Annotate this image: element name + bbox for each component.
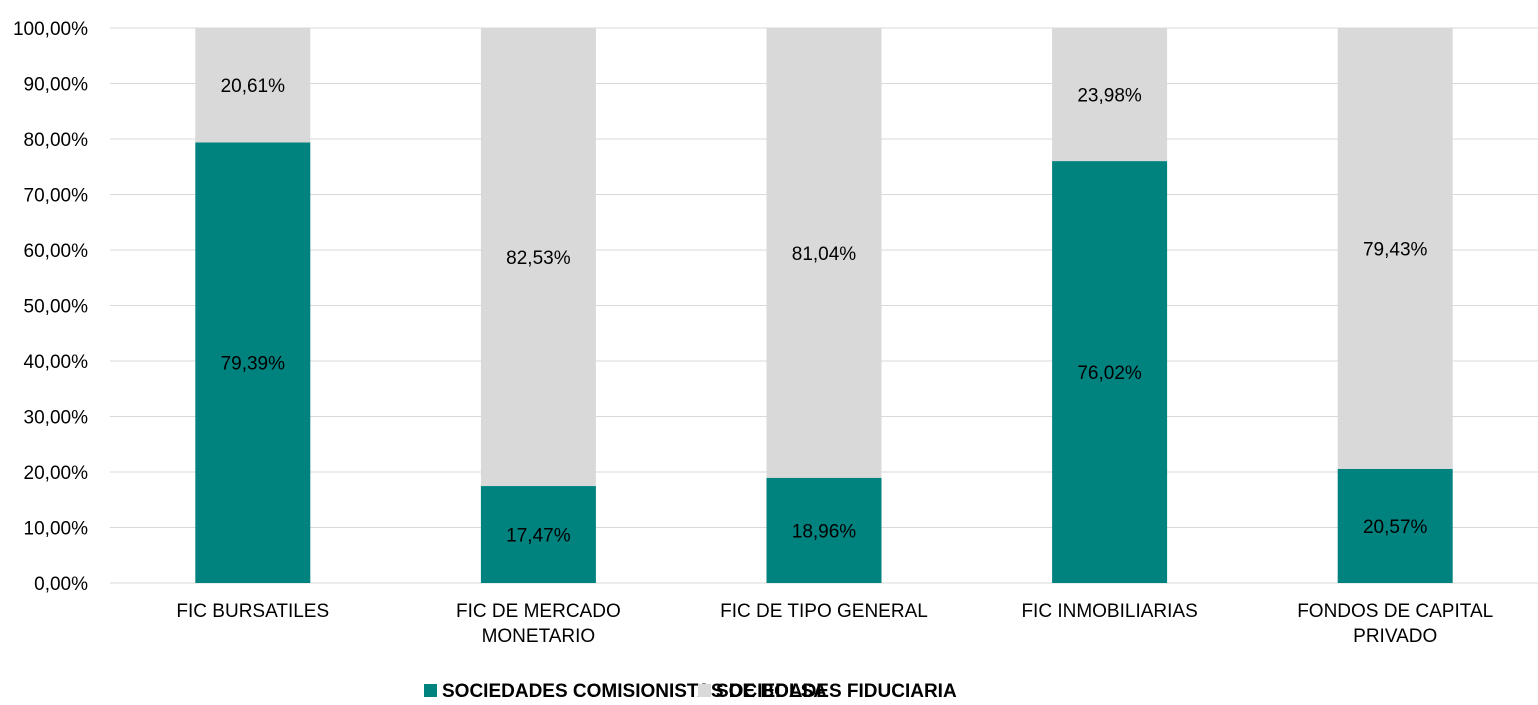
y-tick-label: 10,00% xyxy=(24,519,89,540)
data-label: 20,61% xyxy=(221,76,286,97)
y-tick-label: 0,00% xyxy=(34,574,88,595)
data-label: 81,04% xyxy=(792,244,857,265)
x-tick-label: FIC BURSATILES xyxy=(176,601,329,622)
y-tick-label: 20,00% xyxy=(24,463,89,484)
x-axis-tick-labels: FIC BURSATILES FIC DE MERCADO MONETARIO FIC… xyxy=(176,601,1493,647)
bar-segment-comisionistas xyxy=(195,142,311,583)
bar-segment-fiduciaria xyxy=(766,28,882,478)
bar-segment-fiduciaria xyxy=(195,28,311,143)
data-label: 20,57% xyxy=(1363,517,1428,538)
x-tick-label: FONDOS DE CAPITAL xyxy=(1297,601,1493,622)
y-tick-label: 70,00% xyxy=(24,186,89,207)
bar-segment-comisionistas xyxy=(766,477,882,583)
y-tick-label: 50,00% xyxy=(24,297,89,318)
bar-segment-fiduciaria xyxy=(1337,28,1453,469)
bar-segment-comisionistas xyxy=(480,486,596,583)
x-tick-label: PRIVADO xyxy=(1353,626,1437,647)
data-labels: 79,39% 20,61% 17,47% 82,53% 18,96% 81,04% 76,0… xyxy=(221,76,1428,546)
x-tick-label: FIC DE TIPO GENERAL xyxy=(720,601,928,622)
data-label: 23,98% xyxy=(1077,86,1142,107)
data-label: 17,47% xyxy=(506,526,571,547)
legend-swatch xyxy=(424,684,437,697)
data-label: 82,53% xyxy=(506,248,571,269)
bar-segment-fiduciaria xyxy=(1052,28,1168,162)
bar-segment-comisionistas xyxy=(1337,468,1453,583)
data-label: 79,39% xyxy=(221,354,286,375)
data-label: 18,96% xyxy=(792,521,857,542)
y-tick-label: 80,00% xyxy=(24,130,89,151)
y-tick-label: 60,00% xyxy=(24,241,89,262)
y-tick-label: 30,00% xyxy=(24,408,89,429)
y-tick-label: 40,00% xyxy=(24,352,89,373)
legend-label: SOCIEDADES COMISIONISTAS DE BOLSA xyxy=(442,681,827,700)
x-tick-label: MONETARIO xyxy=(482,626,596,647)
bar-segment-fiduciaria xyxy=(480,28,596,487)
legend: SOCIEDADES COMISIONISTAS DE BOLSASOCIEDA… xyxy=(424,681,957,702)
x-tick-label: FIC DE MERCADO xyxy=(456,601,621,622)
x-tick-label: FIC INMOBILIARIAS xyxy=(1021,601,1197,622)
y-tick-label: 90,00% xyxy=(24,75,89,96)
bar-segment-comisionistas xyxy=(1052,161,1168,584)
y-axis-tick-labels: 0,00% 10,00% 20,00% 30,00% 40,00% 50,00% 60,00… xyxy=(13,19,88,595)
y-tick-label: 100,00% xyxy=(13,19,88,40)
data-label: 79,43% xyxy=(1363,239,1428,260)
legend-swatch xyxy=(698,684,711,697)
bars xyxy=(195,28,1453,584)
data-label: 76,02% xyxy=(1077,363,1142,384)
legend-label: SOCIEDADES FIDUCIARIA xyxy=(716,681,957,700)
